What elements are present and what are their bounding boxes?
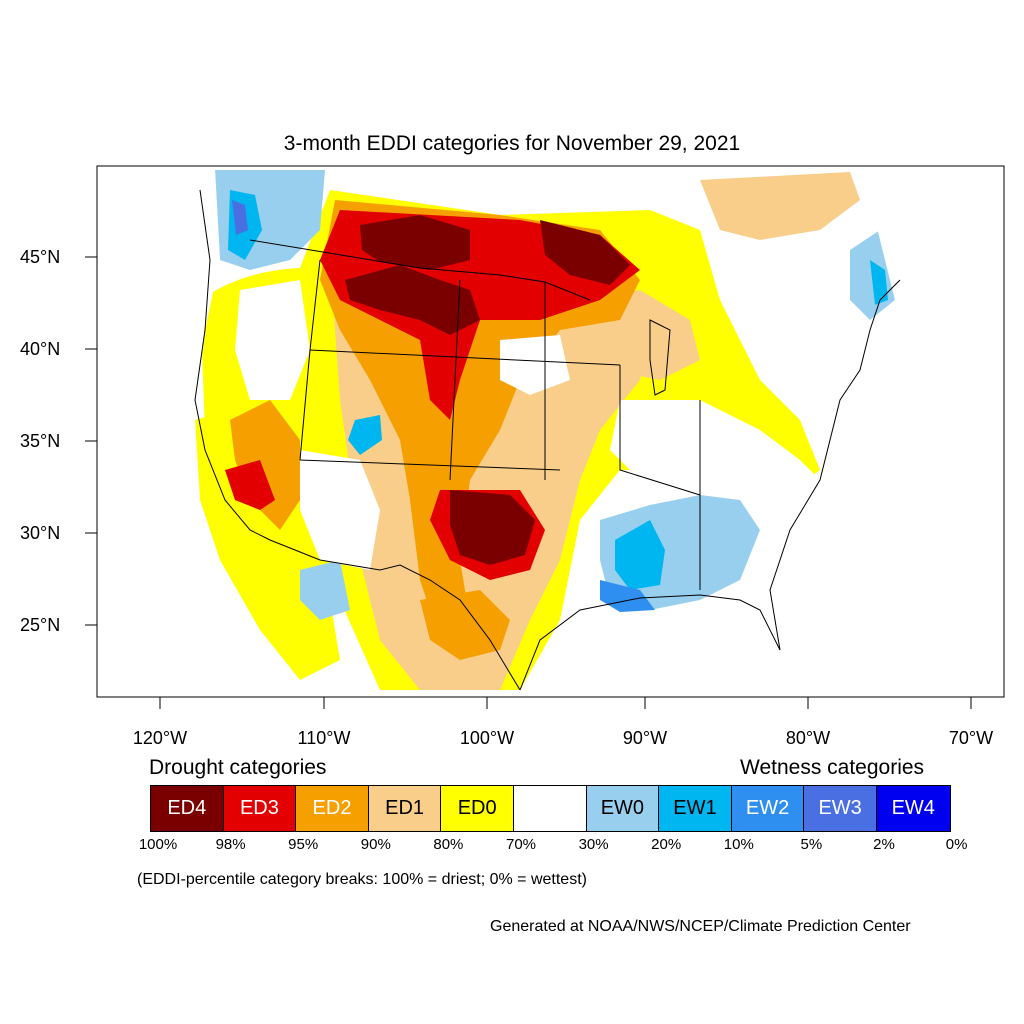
percent-break-label: 10% — [723, 836, 754, 853]
wetness-heading: Wetness categories — [740, 756, 925, 779]
lon-label-70w: 70°W — [948, 728, 994, 748]
state-line-6 — [619, 365, 701, 496]
lon-label-120w: 120°W — [132, 728, 188, 748]
border-canada — [249, 239, 591, 301]
neutral-pacific — [97, 170, 280, 697]
category-legend: ED4 ED3 ED2 ED1 ED0 EW0 EW1 EW2 EW3 EW4 — [150, 785, 951, 832]
coast-west — [194, 189, 271, 541]
lat-label-30n: 30°N — [20, 523, 61, 543]
category-shading — [97, 166, 1004, 697]
ed3-ca — [225, 460, 275, 510]
percent-break-label: 30% — [578, 836, 609, 853]
map-title: 3-month EDDI categories for November 29,… — [283, 132, 741, 155]
legend-box-ed3: ED3 — [223, 786, 297, 831]
ed2-west — [230, 400, 300, 530]
legend-box-ed1: ED1 — [368, 786, 442, 831]
legend-box-ew4: EW4 — [876, 786, 950, 831]
legend-box-ed0: ED0 — [441, 786, 514, 831]
percent-break-label: 0% — [945, 836, 968, 853]
ew1-utah — [348, 415, 382, 455]
credit-line: Generated at NOAA/NWS/NCEP/Climate Predi… — [490, 918, 911, 935]
ed1-northeast — [700, 172, 860, 240]
coast-atlantic — [769, 279, 901, 651]
lat-label-45n: 45°N — [20, 247, 61, 267]
neutral-northeast — [760, 230, 850, 380]
ed4-dakota — [360, 215, 470, 270]
boundary-lines — [194, 189, 901, 691]
ed4-montana — [345, 265, 480, 335]
map-frame-border — [96, 165, 1005, 698]
percent-break-label: 90% — [360, 836, 391, 853]
ew0-mexico — [300, 560, 350, 620]
ew2-gulf — [600, 580, 655, 612]
lat-label-25n: 25°N — [20, 615, 61, 635]
ed4-mn — [540, 220, 630, 285]
legend-box-neutral — [513, 786, 587, 831]
legend-box-ew0: EW0 — [586, 786, 660, 831]
ed2-texas — [420, 590, 510, 660]
percent-break-label: 5% — [800, 836, 823, 853]
percent-break-label: 100% — [138, 836, 178, 853]
legend-box-ew3: EW3 — [804, 786, 877, 831]
neutral-atlantic — [800, 166, 1004, 697]
percent-break-label: 98% — [215, 836, 246, 853]
lake-michigan — [649, 319, 671, 396]
lon-label-110w: 110°W — [297, 728, 351, 748]
percent-break-label: 2% — [873, 836, 895, 853]
percent-break-label: 80% — [433, 836, 464, 853]
state-line-5 — [309, 349, 621, 366]
percent-break-label: 95% — [288, 836, 319, 853]
legend-box-ed2: ED2 — [296, 786, 369, 831]
state-line-4 — [299, 459, 561, 471]
neutral-southwest — [300, 450, 380, 570]
ed4-texas — [450, 490, 535, 565]
ew1-maine — [870, 260, 888, 305]
axis-ticks — [85, 256, 972, 709]
lon-label-90w: 90°W — [622, 728, 668, 748]
legend-box-ew1: EW1 — [659, 786, 732, 831]
lat-label-40n: 40°N — [20, 339, 61, 359]
lon-label-80w: 80°W — [785, 728, 831, 748]
percent-break-label: 20% — [651, 836, 682, 853]
legend-box-ew2: EW2 — [731, 786, 805, 831]
neutral-midwest — [500, 335, 570, 395]
border-mexico — [269, 539, 521, 691]
percent-break-label: 70% — [505, 836, 537, 853]
legend-box-ed4: ED4 — [151, 786, 224, 831]
lat-label-35n: 35°N — [20, 431, 61, 451]
drought-heading: Drought categories — [149, 756, 327, 779]
neutral-mountain — [235, 280, 310, 400]
legend-note: (EDDI-percentile category breaks: 100% =… — [137, 871, 587, 888]
lon-label-100w: 100°W — [459, 728, 515, 748]
ew1-southeast — [615, 520, 665, 590]
neutral-east — [610, 400, 820, 500]
ew3-northwest — [232, 200, 248, 235]
state-line-2 — [449, 279, 461, 481]
coast-gulf — [519, 594, 781, 691]
